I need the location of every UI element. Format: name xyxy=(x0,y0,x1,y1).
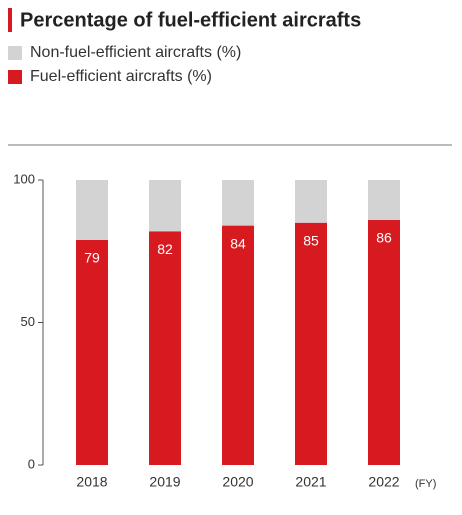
bar-segment xyxy=(295,222,327,465)
data-label: 86 xyxy=(376,230,392,246)
chart-title: Percentage of fuel-efficient aircrafts xyxy=(20,9,361,31)
y-tick-label: 50 xyxy=(21,314,35,329)
data-label: 85 xyxy=(303,232,319,248)
x-tick-label: 2018 xyxy=(76,474,107,490)
bar-segment xyxy=(149,231,181,465)
bar-segment xyxy=(222,225,254,465)
legend-label: Fuel-efficient aircrafts (%) xyxy=(30,68,212,85)
x-tick-label: 2020 xyxy=(222,474,253,490)
x-tick-label: 2022 xyxy=(368,474,399,490)
legend-label: Non-fuel-efficient aircrafts (%) xyxy=(30,44,241,61)
data-label: 82 xyxy=(157,241,173,257)
y-tick-label: 0 xyxy=(28,456,35,471)
legend-swatch xyxy=(8,46,22,60)
bar-segment xyxy=(368,219,400,465)
bar-segment xyxy=(149,180,181,232)
bar-segment xyxy=(295,180,327,223)
x-unit: (FY) xyxy=(415,478,436,490)
data-label: 84 xyxy=(230,235,246,251)
data-label: 79 xyxy=(84,250,100,266)
bar-segment xyxy=(76,180,108,240)
bar-segment xyxy=(368,180,400,220)
x-tick-label: 2019 xyxy=(149,474,180,490)
y-tick-label: 100 xyxy=(13,171,35,186)
title-accent xyxy=(8,8,12,32)
x-tick-label: 2021 xyxy=(295,474,326,490)
bar-segment xyxy=(76,239,108,465)
legend-swatch xyxy=(8,70,22,84)
bar-segment xyxy=(222,180,254,226)
